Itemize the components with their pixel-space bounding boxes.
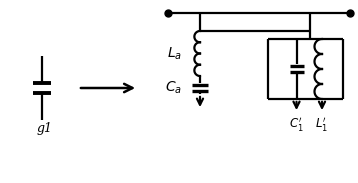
Text: g1: g1 [37, 122, 53, 135]
Text: $C_a$: $C_a$ [165, 80, 182, 96]
Text: $C_1'$: $C_1'$ [289, 115, 304, 133]
Text: $L_a$: $L_a$ [167, 45, 182, 62]
Text: $L_1'$: $L_1'$ [315, 115, 329, 133]
